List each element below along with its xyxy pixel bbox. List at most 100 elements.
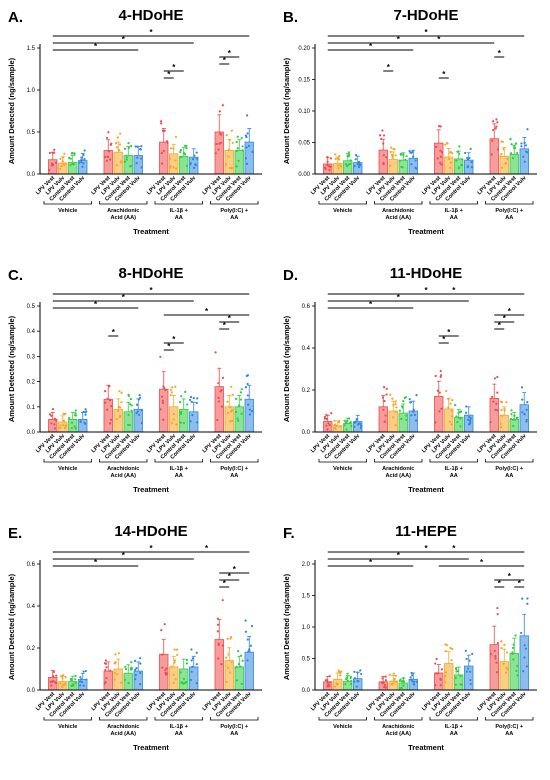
data-point xyxy=(414,159,417,162)
data-point xyxy=(130,668,133,671)
data-point xyxy=(189,396,193,399)
data-point xyxy=(195,401,198,405)
group-label-line: Poly(I:C) + xyxy=(220,208,249,214)
data-point xyxy=(380,137,383,140)
data-point xyxy=(54,419,57,422)
data-point xyxy=(382,386,386,389)
data-point xyxy=(440,163,443,166)
data-point xyxy=(454,683,458,686)
data-point xyxy=(60,165,63,168)
significance-star: * xyxy=(397,551,401,560)
data-point xyxy=(59,157,62,160)
data-point xyxy=(457,167,460,170)
data-point xyxy=(350,424,353,428)
data-point xyxy=(115,418,119,421)
data-point xyxy=(384,679,388,682)
data-point xyxy=(438,410,441,413)
data-point xyxy=(128,165,132,168)
data-point xyxy=(459,417,462,420)
data-point xyxy=(346,676,349,679)
data-point xyxy=(51,408,55,411)
data-point xyxy=(79,678,83,681)
data-point xyxy=(219,390,222,393)
group-bracket xyxy=(99,201,148,205)
data-point xyxy=(439,375,442,379)
data-point xyxy=(247,403,250,406)
significance-star: * xyxy=(498,49,502,58)
data-point xyxy=(191,414,194,417)
bar-IL-1β + AA-LPV Vest xyxy=(434,395,444,433)
data-point xyxy=(413,413,417,417)
data-point xyxy=(512,643,515,646)
data-point xyxy=(250,624,254,628)
data-point xyxy=(325,413,328,417)
data-point xyxy=(502,662,505,665)
bar-Vehicle-Control Vest xyxy=(68,418,78,433)
significance-star: * xyxy=(172,335,176,344)
data-point xyxy=(125,158,128,161)
x-axis-label: Treatment xyxy=(408,485,444,494)
data-point xyxy=(246,638,249,641)
data-point xyxy=(333,685,336,688)
significance-star: * xyxy=(442,70,446,79)
data-point xyxy=(83,149,86,152)
data-point xyxy=(246,394,249,397)
data-point xyxy=(217,382,220,385)
data-point xyxy=(355,417,358,421)
data-point xyxy=(196,157,199,160)
group-label: Vehicle xyxy=(58,466,77,472)
data-point xyxy=(524,144,528,147)
data-point xyxy=(384,675,387,678)
data-point xyxy=(496,121,499,124)
data-point xyxy=(324,679,328,682)
group-bracket xyxy=(374,201,423,205)
data-point xyxy=(402,154,405,157)
data-point xyxy=(245,374,248,377)
y-tick-label: 0.2 xyxy=(27,646,36,652)
data-point xyxy=(163,623,166,626)
data-point xyxy=(185,662,188,665)
data-point xyxy=(136,145,139,148)
data-point xyxy=(434,374,437,378)
bar-Arachidonic Acid (AA)-LPV Vest xyxy=(378,149,388,175)
data-point xyxy=(124,668,128,671)
group-label: IL-1β + AA xyxy=(170,724,189,737)
data-point xyxy=(50,422,53,425)
data-point xyxy=(55,674,58,677)
data-point xyxy=(471,652,474,655)
data-point xyxy=(137,413,141,416)
data-point xyxy=(494,657,497,660)
group-bracket xyxy=(154,717,203,721)
data-point xyxy=(346,672,349,675)
data-point xyxy=(59,167,62,170)
data-point xyxy=(172,673,175,676)
data-point xyxy=(50,162,54,165)
data-point xyxy=(84,669,87,673)
data-point xyxy=(434,684,437,687)
data-point xyxy=(435,657,438,661)
data-point xyxy=(353,677,356,680)
data-point xyxy=(82,153,85,157)
data-point xyxy=(523,141,526,144)
data-point xyxy=(53,148,56,151)
data-point xyxy=(355,685,358,688)
data-point xyxy=(115,673,119,676)
data-point xyxy=(359,426,363,430)
data-point xyxy=(63,682,66,685)
data-point xyxy=(220,662,223,666)
x-axis-label: Treatment xyxy=(133,227,169,236)
data-point xyxy=(401,166,404,169)
data-point xyxy=(179,148,182,152)
bar-Poly(I:C) + AA-Control Vest xyxy=(234,406,244,433)
bar-IL-1β + AA-LPV Vest xyxy=(434,672,444,691)
data-point xyxy=(179,412,182,416)
data-point xyxy=(337,669,340,672)
data-point xyxy=(460,163,463,166)
y-tick-label: 0.2 xyxy=(27,380,36,386)
data-point xyxy=(106,155,109,159)
data-point xyxy=(214,351,217,354)
data-point xyxy=(139,396,142,399)
data-point xyxy=(439,149,442,152)
group-label-line: AA xyxy=(505,731,513,737)
data-point xyxy=(234,397,238,401)
